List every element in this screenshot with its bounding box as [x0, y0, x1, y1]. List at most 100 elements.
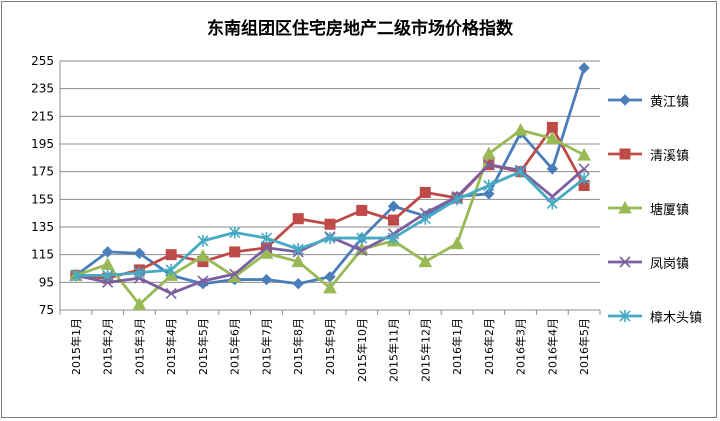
y-tick-label: 215	[31, 109, 54, 123]
data-point	[451, 193, 463, 206]
data-point	[515, 165, 527, 178]
x-tick-label: 2015年9月	[323, 318, 337, 375]
y-tick-label: 95	[39, 275, 54, 289]
data-point	[578, 172, 590, 185]
data-point	[229, 226, 241, 239]
legend-label: 清溪镇	[650, 149, 690, 164]
legend-item: 黄江镇	[606, 90, 718, 110]
data-point	[356, 244, 368, 257]
x-tick-label: 2015年5月	[196, 318, 210, 375]
data-point	[229, 246, 241, 258]
data-point	[578, 62, 590, 74]
x-tick-label: 2015年6月	[228, 318, 242, 375]
legend-label: 凤岗镇	[650, 257, 690, 272]
y-tick-label: 195	[31, 137, 54, 151]
data-point	[388, 214, 400, 226]
series-line	[75, 126, 586, 280]
data-point	[292, 213, 304, 225]
legend-swatch	[608, 256, 642, 268]
x-tick-label: 2015年3月	[132, 318, 146, 375]
legend-swatch	[608, 94, 642, 106]
data-point	[324, 218, 336, 230]
data-point	[619, 94, 631, 106]
y-tick-label: 75	[39, 303, 54, 317]
legend-swatch	[608, 200, 642, 214]
data-point	[578, 163, 590, 175]
data-point	[70, 269, 82, 282]
legend-item: 凤岗镇	[606, 252, 718, 272]
data-point	[197, 275, 209, 287]
data-point	[483, 159, 495, 171]
data-point	[165, 263, 177, 276]
data-point	[197, 234, 209, 247]
y-tick-label: 255	[31, 54, 54, 68]
series-5	[70, 165, 590, 282]
legend-item: 塘厦镇	[606, 198, 718, 218]
data-point	[102, 269, 114, 282]
data-point	[132, 297, 147, 310]
data-point	[165, 249, 177, 261]
data-point	[577, 148, 591, 161]
legend-swatch	[608, 148, 642, 160]
data-point	[260, 242, 273, 254]
legend-label: 樟木头镇	[650, 311, 703, 326]
legend-item: 樟木头镇	[606, 306, 718, 326]
legend-item: 清溪镇	[606, 144, 718, 164]
data-point	[546, 163, 559, 175]
data-point	[387, 200, 400, 212]
x-tick-label: 2015年10月	[355, 318, 369, 382]
x-tick-label: 2016年4月	[545, 318, 559, 375]
x-tick-label: 2016年5月	[577, 318, 591, 375]
data-point	[260, 232, 273, 245]
data-point	[291, 254, 306, 268]
data-point	[450, 236, 464, 250]
data-point	[323, 280, 337, 294]
y-tick-label: 115	[31, 248, 54, 262]
y-tick-label: 175	[31, 165, 54, 179]
data-point	[292, 278, 304, 290]
x-tick-label: 2015年1月	[69, 318, 83, 375]
data-point	[229, 268, 241, 280]
data-point	[483, 179, 495, 192]
data-point	[545, 131, 560, 144]
data-point	[618, 200, 632, 214]
x-tick-label: 2016年2月	[482, 318, 496, 375]
data-point	[133, 266, 145, 279]
data-point	[324, 232, 336, 245]
x-tick-label: 2015年2月	[101, 318, 115, 375]
x-tick-label: 2015年7月	[259, 318, 273, 375]
legend-label: 黄江镇	[650, 95, 690, 110]
data-point	[165, 287, 177, 299]
legend-label: 塘厦镇	[650, 203, 690, 218]
data-point	[481, 146, 496, 160]
x-tick-label: 2015年4月	[164, 318, 178, 375]
x-tick-label: 2016年1月	[450, 318, 464, 375]
data-point	[483, 188, 495, 200]
data-point	[356, 232, 368, 245]
legend-swatch	[608, 310, 642, 322]
data-point	[546, 197, 558, 210]
data-point	[100, 257, 115, 270]
data-point	[419, 212, 431, 225]
y-tick-label: 135	[31, 220, 54, 234]
data-point	[292, 243, 304, 256]
data-point	[133, 247, 146, 259]
data-point	[419, 186, 431, 198]
data-point	[418, 254, 433, 268]
data-point	[260, 273, 273, 286]
data-point	[101, 246, 114, 258]
data-point	[546, 121, 558, 133]
data-point	[387, 232, 400, 245]
chart-title: 东南组团区住宅房地产二级市场价格指数	[207, 19, 513, 39]
data-point	[356, 204, 368, 216]
data-point	[619, 310, 631, 322]
data-point	[196, 249, 210, 262]
y-tick-label: 235	[31, 82, 54, 96]
x-tick-label: 2015年8月	[291, 318, 305, 375]
data-point	[619, 256, 631, 268]
x-tick-label: 2015年12月	[418, 318, 432, 382]
series-3	[69, 123, 591, 310]
data-point	[513, 123, 528, 136]
